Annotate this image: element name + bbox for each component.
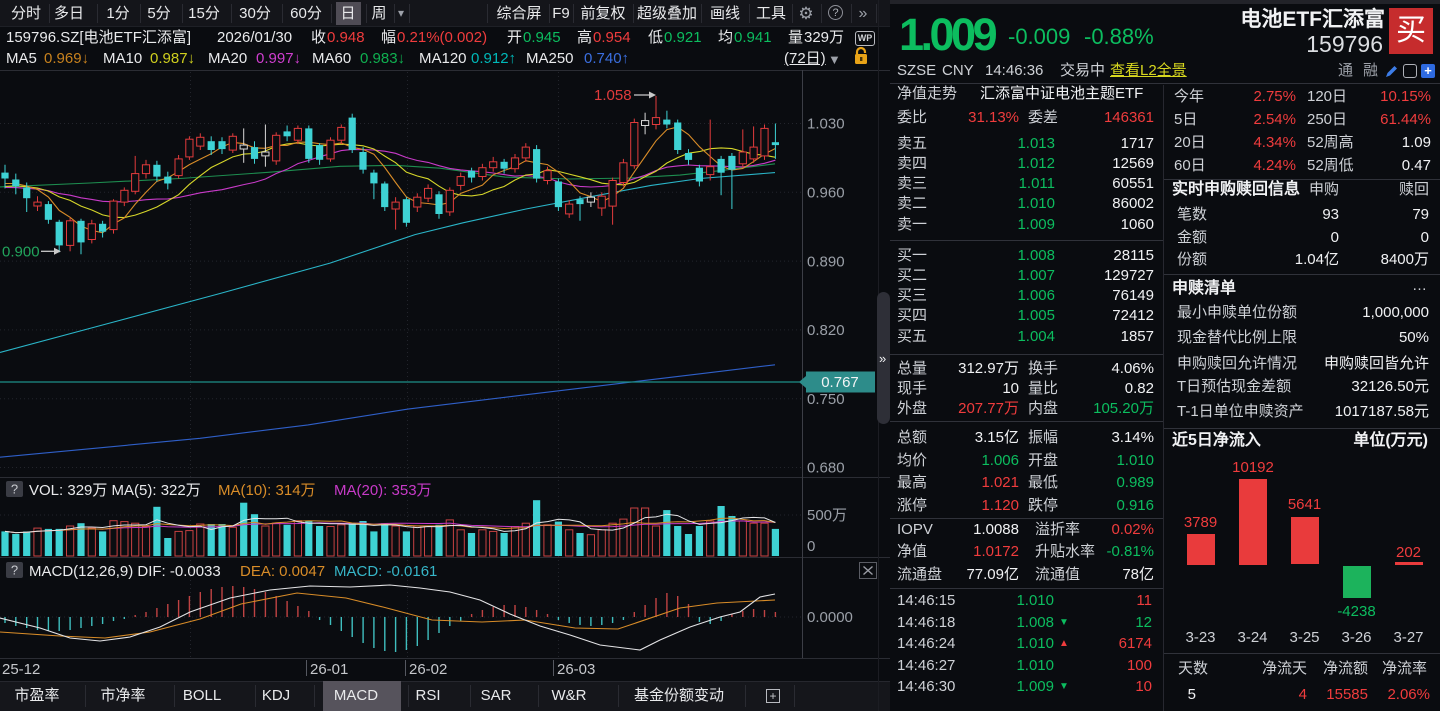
svg-text:DEA: 0.0047: DEA: 0.0047 [240, 563, 325, 580]
svg-text:0.767: 0.767 [821, 374, 859, 391]
svg-text:0.0000: 0.0000 [807, 609, 853, 626]
svg-text:0.900: 0.900 [2, 243, 40, 260]
svg-text:?: ? [11, 563, 18, 578]
svg-text:MA(10): 314万: MA(10): 314万 [218, 482, 316, 499]
svg-text:26-01: 26-01 [310, 661, 348, 678]
svg-text:?: ? [11, 482, 18, 497]
svg-text:VOL: 329万 MA(5): 322万: VOL: 329万 MA(5): 322万 [29, 482, 201, 499]
svg-text:0.960: 0.960 [807, 185, 845, 202]
svg-text:1.030: 1.030 [807, 116, 845, 133]
svg-text:MACD(12,26,9) DIF: -0.0033: MACD(12,26,9) DIF: -0.0033 [29, 563, 221, 580]
svg-text:0.820: 0.820 [807, 322, 845, 339]
svg-text:0.890: 0.890 [807, 253, 845, 270]
svg-text:0.750: 0.750 [807, 391, 845, 408]
svg-text:26-03: 26-03 [557, 661, 595, 678]
svg-text:0: 0 [807, 538, 815, 555]
svg-text:0.680: 0.680 [807, 460, 845, 477]
svg-text:500万: 500万 [807, 507, 847, 524]
svg-text:26-02: 26-02 [409, 661, 447, 678]
svg-text:MACD: -0.0161: MACD: -0.0161 [334, 563, 437, 580]
svg-text:25-12: 25-12 [2, 661, 40, 678]
svg-text:1.058: 1.058 [594, 87, 632, 104]
svg-text:MA(20): 353万: MA(20): 353万 [334, 482, 432, 499]
